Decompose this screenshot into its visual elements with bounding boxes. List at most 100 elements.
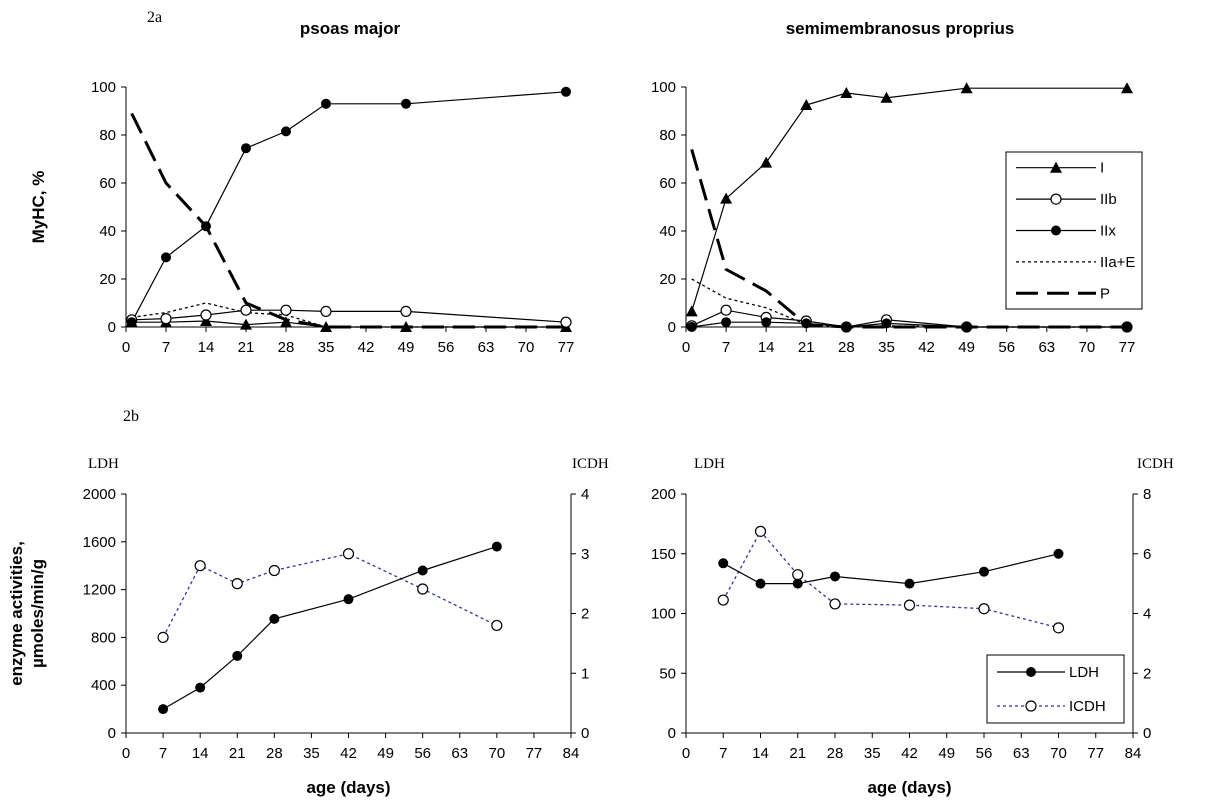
legend-label: P: [1100, 285, 1110, 302]
x-tick-label: 21: [789, 745, 806, 762]
data-point-ldh: [830, 571, 840, 582]
y2-tick-label: 2: [1143, 665, 1151, 682]
y-tick-label: 100: [651, 79, 676, 96]
data-point-i: [320, 321, 332, 332]
y-tick-label: 100: [651, 606, 676, 623]
data-point-ldh: [491, 541, 502, 552]
y-tick-label: 60: [659, 175, 676, 192]
panel-label-2b: 2b: [123, 408, 139, 425]
x-tick-label: 49: [958, 339, 975, 356]
data-point-icdh: [1052, 622, 1065, 634]
chart-1: psoas major 0 7 14 21 28 35 42 49 56 63 70 77 0 20 40 60…: [29, 19, 574, 356]
data-point-iix: [686, 322, 697, 332]
x-tick-label: 49: [398, 339, 415, 356]
y-axis-label: MyHC, %: [29, 171, 48, 244]
y2-tick-label: 0: [581, 725, 589, 742]
data-point-icdh: [417, 583, 429, 595]
data-point-iix: [241, 143, 251, 154]
data-point-ldh: [904, 578, 915, 589]
x-tick-label: 42: [918, 339, 935, 356]
x-tick-label: 0: [682, 339, 690, 356]
y2-tick-label: 0: [1143, 725, 1151, 742]
data-point-icdh: [268, 564, 280, 577]
y2-tick-label: 8: [1143, 486, 1151, 503]
data-point-iix: [561, 86, 571, 97]
x-tick-label: 7: [162, 339, 170, 356]
x-axis-label: age (days): [306, 778, 390, 797]
legend-label: LDH: [1069, 664, 1099, 681]
x-tick-label: 56: [438, 339, 455, 356]
x-tick-label: 21: [229, 745, 246, 762]
data-point-i: [240, 318, 252, 330]
y-tick-label: 20: [659, 271, 676, 288]
data-point-ldh: [755, 578, 766, 589]
y-tick-label: 800: [91, 629, 116, 646]
series-line-iix: [691, 321, 1127, 328]
y-tick-label: 200: [651, 486, 676, 503]
x-tick-label: 14: [752, 745, 769, 762]
x-tick-label: 42: [340, 745, 357, 762]
data-point-iix: [961, 322, 972, 332]
series-line-ldh: [162, 546, 497, 710]
x-tick-label: 77: [1087, 745, 1104, 762]
x-tick-label: 0: [682, 745, 690, 762]
legend-label: I: [1100, 160, 1104, 177]
data-point-ldh: [269, 613, 280, 624]
data-point-icdh: [754, 525, 767, 537]
data-point-iix: [1122, 322, 1132, 332]
right-axis-name: ICDH: [572, 456, 609, 472]
y2-tick-label: 4: [1143, 606, 1151, 623]
y-tick-label: 400: [91, 677, 116, 694]
data-point-iib: [720, 304, 732, 316]
x-tick-label: 63: [1013, 745, 1030, 762]
x-tick-label: 7: [159, 745, 167, 762]
x-tick-label: 28: [838, 339, 855, 356]
legend-marker: [1051, 225, 1061, 236]
x-tick-label: 63: [1038, 339, 1055, 356]
x-tick-label: 77: [558, 339, 575, 356]
x-tick-label: 56: [998, 339, 1015, 356]
left-axis-name: LDH: [694, 456, 725, 472]
data-point-ldh: [158, 704, 169, 715]
y2-tick-label: 1: [581, 665, 589, 682]
data-point-ldh: [343, 594, 354, 605]
data-point-icdh: [792, 569, 804, 581]
x-tick-label: 77: [1119, 339, 1136, 356]
series-line-ldh: [723, 553, 1059, 585]
data-point-iix: [801, 318, 812, 329]
data-point-icdh: [903, 599, 916, 611]
data-point-icdh: [491, 619, 503, 632]
data-point-i: [880, 91, 893, 103]
legend-marker: [1026, 667, 1036, 677]
data-point-iix: [281, 126, 291, 137]
series-line-p: [690, 148, 1127, 329]
x-tick-label: 42: [358, 339, 375, 356]
x-tick-label: 35: [318, 339, 335, 356]
legend-label: IIb: [1100, 191, 1117, 208]
data-point-icdh: [157, 631, 169, 644]
data-point-iib: [320, 305, 332, 317]
data-point-icdh: [194, 560, 206, 572]
x-tick-label: 56: [976, 745, 993, 762]
x-tick-label: 77: [526, 745, 543, 762]
data-point-i: [960, 82, 973, 94]
panel-label-2a: 2a: [147, 9, 162, 26]
chart-2: semimembranosus proprius 0 7 14 21 28 35 42 49 56…: [651, 19, 1143, 356]
x-tick-label: 63: [451, 745, 468, 762]
x-tick-label: 28: [278, 339, 295, 356]
chart-title: semimembranosus proprius: [786, 19, 1015, 38]
x-tick-label: 70: [1050, 745, 1067, 762]
y-tick-label: 80: [99, 127, 116, 144]
y-axis-label: enzyme activities, µmoles/min/g: [7, 541, 47, 686]
series-line-icdh: [722, 530, 1059, 629]
data-point-ldh: [195, 682, 206, 693]
y-tick-label: 40: [99, 223, 116, 240]
data-point-iib: [200, 309, 212, 321]
y-tick-label: 40: [659, 223, 676, 240]
x-tick-label: 70: [1079, 339, 1096, 356]
series-line-iib: [131, 309, 567, 323]
left-axis-name: LDH: [88, 456, 119, 472]
x-tick-label: 14: [758, 339, 775, 356]
x-tick-label: 21: [238, 339, 255, 356]
